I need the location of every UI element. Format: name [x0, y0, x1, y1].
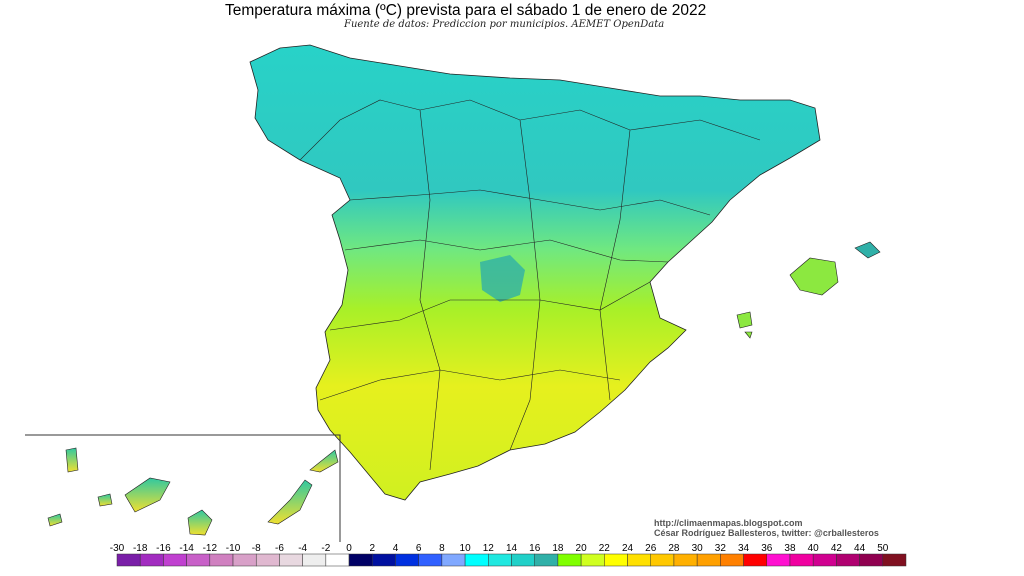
legend-swatch: [232, 553, 257, 567]
legend-label: 4: [393, 543, 399, 554]
legend-label: 26: [645, 543, 657, 554]
legend-label: -4: [298, 543, 307, 554]
legend-label: 14: [506, 543, 518, 554]
legend-label: 32: [715, 543, 727, 554]
legend-label: 34: [738, 543, 750, 554]
legend-label: 20: [576, 543, 588, 554]
legend-label: 2: [369, 543, 375, 554]
credits: http://climaenmapas.blogspot.com César R…: [654, 518, 879, 538]
legend-swatch: [209, 553, 234, 567]
peninsula: [249, 44, 821, 501]
legend-label: -18: [133, 543, 148, 554]
legend-label: 8: [439, 543, 445, 554]
legend-swatch: [650, 553, 675, 567]
legend-swatch: [186, 553, 211, 567]
credits-url: http://climaenmapas.blogspot.com: [654, 518, 803, 528]
legend-swatch: [139, 553, 164, 567]
legend-label: 42: [831, 543, 843, 554]
legend-label: -16: [156, 543, 171, 554]
legend-swatch: [464, 553, 489, 567]
province-borders: [299, 99, 761, 471]
legend-swatch: [720, 553, 744, 567]
legend-label: 30: [692, 543, 704, 554]
legend-label: 12: [483, 543, 495, 554]
legend-label: -6: [275, 543, 284, 554]
legend-swatch: [279, 553, 303, 567]
legend-label: 22: [599, 543, 611, 554]
legend-label: -8: [252, 543, 261, 554]
legend-swatch: [859, 553, 884, 567]
legend-label: 18: [552, 543, 564, 554]
legend-label: -12: [203, 543, 218, 554]
legend-label: -2: [321, 543, 330, 554]
map-subtitle: Fuente de datos: Prediccion por municipi…: [344, 19, 665, 30]
legend-label: 6: [416, 543, 422, 554]
legend-swatch: [696, 553, 721, 567]
legend-label: 36: [761, 543, 773, 554]
legend-label: 38: [784, 543, 796, 554]
legend-swatch: [255, 553, 280, 567]
map-title: Temperatura máxima (ºC) prevista para el…: [225, 2, 707, 19]
legend-label: -14: [179, 543, 194, 554]
legend-label: 28: [668, 543, 680, 554]
legend-label: 10: [460, 543, 472, 554]
legend-label: 16: [529, 543, 541, 554]
legend-swatch: [116, 553, 141, 567]
legend-swatch: [395, 553, 419, 567]
legend-swatch: [627, 553, 651, 567]
legend-label: -10: [226, 543, 241, 554]
legend-label: -30: [110, 543, 125, 554]
legend-swatch: [418, 553, 443, 567]
legend-swatch: [348, 553, 373, 567]
legend-swatch: [441, 553, 466, 567]
legend-label: 44: [854, 543, 866, 554]
madrid-cold-area: [480, 255, 525, 302]
legend-swatch: [580, 553, 605, 567]
legend-swatch: [511, 553, 535, 567]
legend-swatch: [812, 553, 837, 567]
legend-swatch: [882, 553, 907, 567]
legend-swatch: [302, 553, 327, 567]
canary-islands-inset: [25, 434, 341, 542]
legend-swatch: [534, 553, 559, 567]
legend-label: 50: [877, 543, 889, 554]
legend-swatch: [372, 553, 396, 567]
legend-swatch: [836, 553, 860, 567]
legend-label: 24: [622, 543, 634, 554]
legend-swatch: [789, 553, 814, 567]
legend-swatch: [604, 553, 628, 567]
legend-swatch: [557, 553, 582, 567]
legend-swatch: [488, 553, 512, 567]
legend-swatch: [163, 553, 187, 567]
credits-author: César Rodríguez Ballesteros, twitter: @c…: [654, 528, 879, 538]
legend-swatch: [743, 553, 768, 567]
legend-label: 0: [346, 543, 352, 554]
legend-swatch: [325, 553, 350, 567]
legend-label: 40: [808, 543, 820, 554]
legend-swatch: [673, 553, 698, 567]
legend-swatch: [766, 553, 791, 567]
balearic-islands: [736, 241, 881, 339]
